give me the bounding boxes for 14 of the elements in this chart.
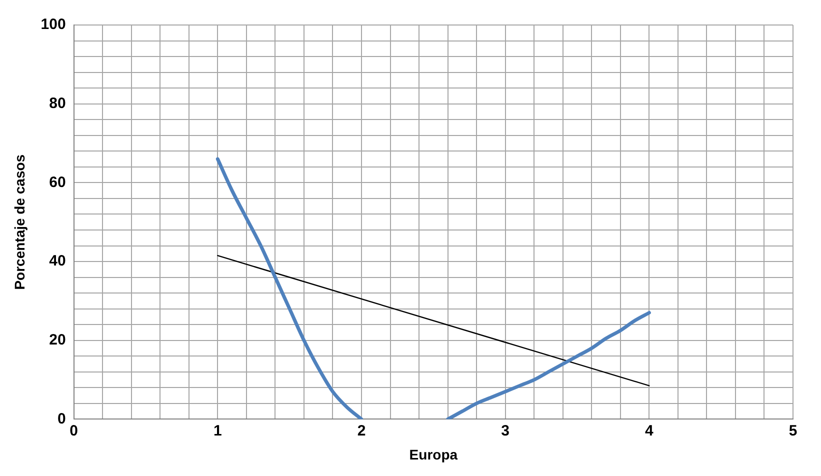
x-tick-label: 5 bbox=[788, 422, 798, 440]
y-tick-label: 60 bbox=[49, 174, 66, 191]
x-tick-label: 0 bbox=[70, 422, 78, 440]
y-tick-label: 20 bbox=[49, 332, 66, 348]
y-tick-label: 0 bbox=[57, 410, 66, 428]
x-axis-title: Europa bbox=[409, 446, 458, 462]
y-tick-label: 100 bbox=[40, 16, 66, 34]
y-tick-label: 40 bbox=[49, 252, 66, 270]
x-tick-label: 2 bbox=[357, 422, 366, 440]
x-tick-label: 3 bbox=[501, 422, 510, 440]
y-tick-label: 80 bbox=[49, 94, 66, 112]
x-tick-label: 4 bbox=[644, 422, 654, 440]
x-tick-label: 1 bbox=[213, 422, 222, 440]
y-axis-title: Porcentaje de casos bbox=[11, 154, 28, 290]
